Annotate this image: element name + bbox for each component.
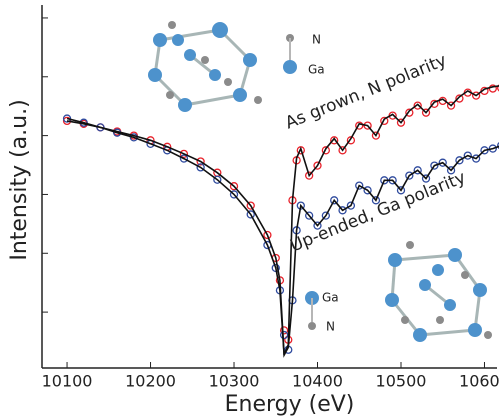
data-point bbox=[355, 121, 364, 130]
data-point bbox=[497, 142, 499, 150]
data-point bbox=[305, 171, 314, 180]
data-point bbox=[380, 116, 389, 126]
data-point bbox=[446, 166, 456, 175]
data-point bbox=[346, 136, 356, 145]
annotation: N bbox=[326, 320, 335, 334]
data-point bbox=[213, 175, 222, 184]
x-tick-label: 10500 bbox=[376, 372, 427, 391]
data-point bbox=[446, 101, 456, 110]
data-point bbox=[430, 161, 439, 170]
data-point bbox=[405, 171, 414, 180]
data-point bbox=[413, 166, 422, 175]
data-point bbox=[313, 161, 322, 170]
x-tick-label: 10100 bbox=[42, 372, 93, 391]
data-point bbox=[471, 154, 481, 163]
data-point bbox=[421, 108, 431, 117]
data-point bbox=[363, 186, 372, 195]
data-point bbox=[463, 151, 472, 160]
data-point bbox=[321, 211, 331, 220]
data-point bbox=[196, 157, 205, 166]
x-tick-label: 10400 bbox=[292, 372, 343, 391]
x-tick-label: 10300 bbox=[209, 372, 260, 391]
data-point bbox=[471, 91, 481, 100]
data-point bbox=[371, 131, 381, 140]
data-point bbox=[405, 108, 414, 117]
data-point bbox=[497, 84, 499, 92]
data-point bbox=[455, 94, 464, 103]
data-point bbox=[229, 182, 239, 191]
data-point bbox=[305, 211, 314, 220]
data-point bbox=[263, 230, 272, 240]
data-point bbox=[396, 118, 406, 127]
data-point bbox=[346, 201, 356, 210]
data-point bbox=[396, 186, 406, 195]
x-tick-label: 10200 bbox=[125, 372, 176, 391]
data-point bbox=[279, 326, 289, 335]
annotation: Up-ended, Ga polarity bbox=[287, 168, 468, 257]
data-point bbox=[438, 158, 447, 167]
data-point bbox=[371, 196, 381, 205]
data-point bbox=[430, 99, 439, 108]
x-tick-label: 10600 bbox=[459, 372, 499, 391]
data-point bbox=[196, 163, 205, 172]
data-point bbox=[338, 146, 347, 155]
data-point bbox=[246, 201, 255, 210]
annotation: N bbox=[312, 33, 321, 47]
crystal-inset bbox=[148, 21, 492, 342]
data-point bbox=[246, 210, 255, 219]
data-point bbox=[413, 101, 422, 110]
data-point bbox=[279, 330, 289, 340]
data-point bbox=[330, 136, 339, 145]
data-point bbox=[421, 174, 431, 183]
data-point bbox=[62, 114, 72, 123]
data-point bbox=[313, 221, 322, 230]
data-point bbox=[330, 196, 339, 205]
fit-line bbox=[66, 117, 499, 358]
y-axis-label: Intensity (a.u.) bbox=[7, 99, 32, 260]
annotation: Ga bbox=[322, 291, 339, 305]
fit-line bbox=[66, 85, 499, 356]
annotation: Ga bbox=[308, 63, 325, 77]
data-point bbox=[179, 154, 189, 163]
data-point bbox=[229, 190, 239, 199]
data-point bbox=[338, 206, 347, 215]
data-point bbox=[179, 149, 189, 158]
data-point bbox=[455, 156, 464, 165]
data-point bbox=[321, 146, 331, 155]
x-axis-label: Energy (eV) bbox=[225, 392, 355, 417]
data-point bbox=[355, 181, 364, 190]
